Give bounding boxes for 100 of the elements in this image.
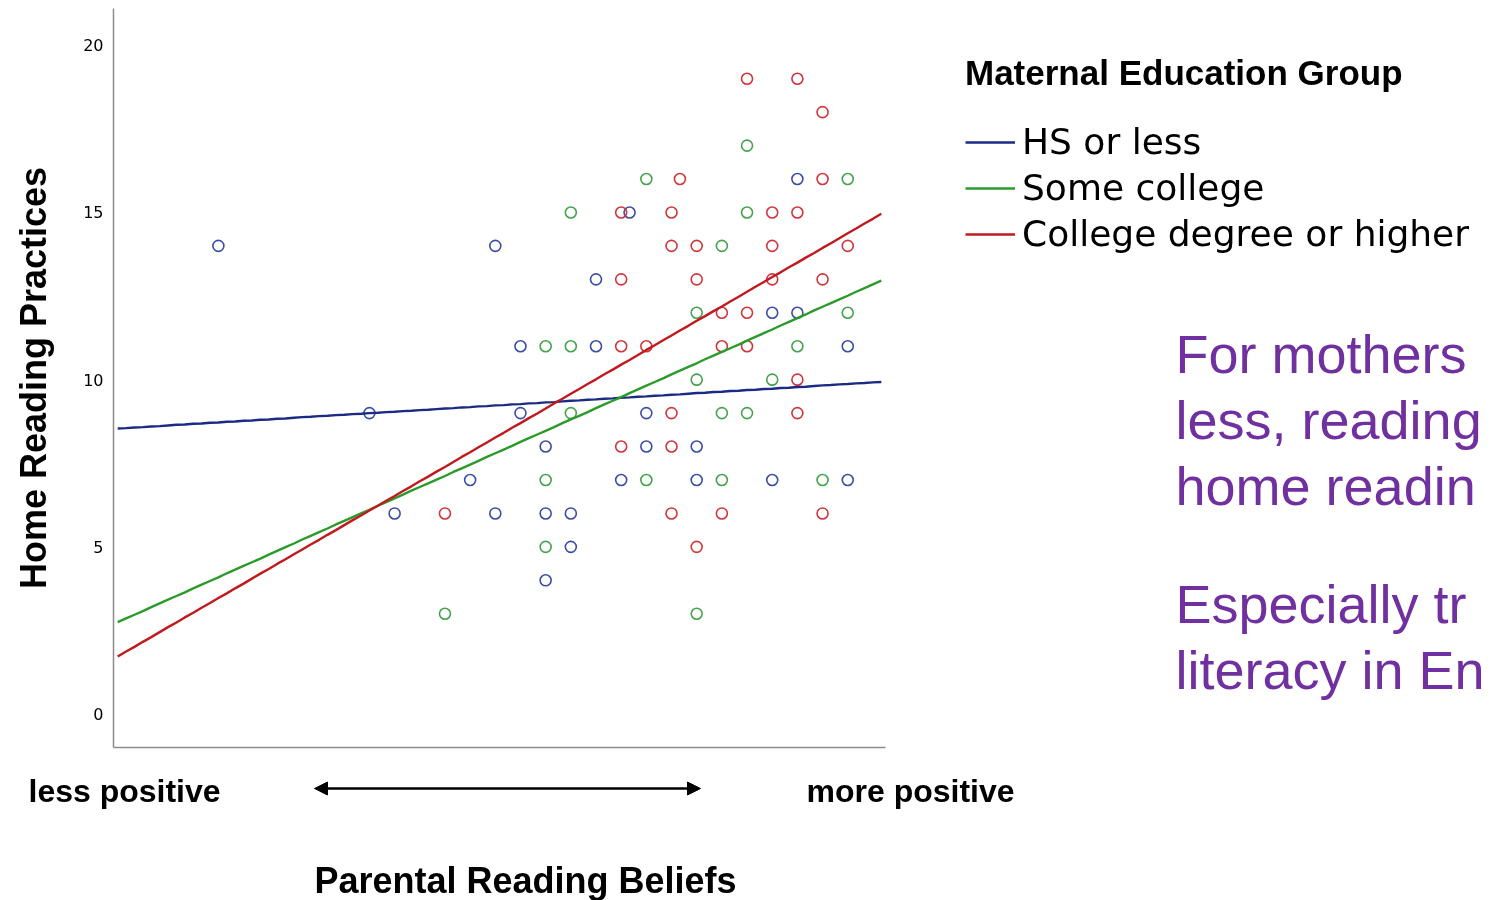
y-tick-label: 20	[83, 36, 104, 56]
point	[438, 507, 452, 520]
point	[514, 339, 527, 353]
point	[816, 473, 829, 487]
point	[740, 206, 754, 219]
text: less positive	[28, 772, 221, 809]
text: more positive	[806, 772, 1015, 809]
point	[564, 540, 578, 554]
point	[640, 406, 653, 420]
point	[463, 473, 477, 487]
point	[765, 473, 779, 487]
point	[539, 440, 552, 453]
point	[514, 406, 527, 420]
point	[363, 406, 376, 420]
point	[715, 507, 729, 520]
point	[614, 440, 628, 453]
point	[791, 339, 804, 353]
point	[539, 574, 552, 587]
legend-label: Some college	[1022, 167, 1265, 208]
y-tick-label: 5	[93, 537, 104, 557]
point	[791, 206, 804, 219]
point	[816, 273, 829, 286]
point	[715, 306, 729, 320]
point	[816, 507, 829, 520]
point	[841, 306, 855, 320]
point	[212, 239, 225, 253]
point	[673, 172, 687, 186]
point	[816, 105, 829, 119]
point	[765, 306, 779, 320]
point	[640, 440, 653, 453]
point	[438, 607, 452, 621]
point	[539, 540, 552, 554]
point	[614, 473, 628, 487]
point	[489, 239, 502, 253]
point	[791, 72, 804, 86]
line-series	[116, 212, 883, 658]
point	[740, 406, 754, 420]
point	[665, 239, 678, 253]
point	[589, 339, 603, 353]
line-series	[116, 380, 883, 430]
point	[841, 239, 855, 253]
point	[841, 473, 855, 487]
line-series	[116, 279, 883, 624]
point	[765, 273, 779, 286]
point	[765, 373, 779, 386]
point	[564, 406, 578, 420]
point	[715, 406, 729, 420]
point	[564, 507, 578, 520]
point	[539, 473, 552, 487]
point	[715, 239, 729, 253]
point	[740, 72, 754, 86]
point	[690, 373, 703, 386]
point	[715, 473, 729, 487]
point	[614, 206, 628, 219]
point	[841, 339, 855, 353]
point	[564, 339, 578, 353]
point	[690, 239, 703, 253]
point	[816, 172, 829, 186]
point	[791, 406, 804, 420]
legend-label: HS or less	[1022, 121, 1202, 162]
x-axis-title: Parental Reading Beliefs	[314, 860, 737, 900]
point	[539, 339, 552, 353]
point	[791, 306, 804, 320]
point	[715, 339, 729, 353]
point	[791, 172, 804, 186]
point	[640, 339, 653, 353]
point	[589, 273, 603, 286]
point	[640, 172, 653, 186]
point	[640, 473, 653, 487]
point	[623, 206, 636, 219]
point	[841, 172, 855, 186]
point	[690, 440, 703, 453]
y-tick-label: 15	[83, 203, 104, 223]
point	[564, 206, 578, 219]
text: For mothers less, reading home readin	[1175, 323, 1482, 516]
legend-title: Maternal Education Group	[965, 53, 1404, 93]
point	[489, 507, 502, 520]
point	[539, 507, 552, 520]
point	[614, 339, 628, 353]
point	[690, 473, 703, 487]
point	[690, 540, 703, 554]
point	[614, 273, 628, 286]
text: Especially tr literacy in En	[1175, 573, 1485, 700]
point	[690, 273, 703, 286]
point	[765, 206, 779, 219]
point	[690, 306, 703, 320]
point	[765, 239, 779, 253]
legend-label: College degree or higher	[1022, 213, 1470, 254]
point	[740, 339, 754, 353]
point	[791, 373, 804, 386]
point	[740, 306, 754, 320]
point	[665, 440, 678, 453]
point	[665, 206, 678, 219]
y-tick-label: 0	[93, 705, 104, 725]
point	[665, 406, 678, 420]
y-tick-label: 10	[83, 370, 104, 390]
y-axis-title: Home Reading Practices	[13, 166, 55, 590]
point	[690, 607, 703, 621]
point	[740, 139, 754, 152]
point	[665, 507, 678, 520]
